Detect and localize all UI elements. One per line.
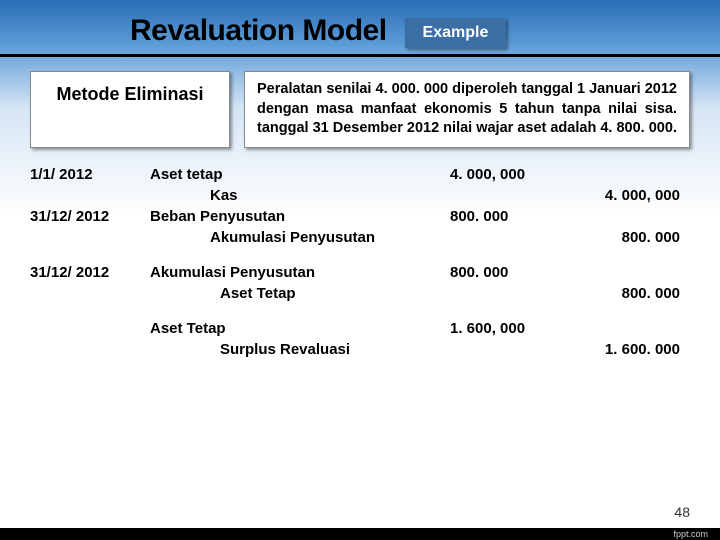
entry-account: Aset tetap xyxy=(150,166,450,183)
entry-debit: 800. 000 xyxy=(450,264,560,281)
entry-account: Beban Penyusutan xyxy=(150,208,450,225)
journal-row: Surplus Revaluasi 1. 600. 000 xyxy=(30,339,690,360)
journal-row: 31/12/ 2012Akumulasi Penyusutan800. 000 xyxy=(30,262,690,283)
entry-date: 31/12/ 2012 xyxy=(30,208,150,225)
footer-bar: fppt.com xyxy=(0,528,720,540)
journal-entries: 1/1/ 2012Aset tetap4. 000, 000Kas4. 000,… xyxy=(30,164,690,360)
journal-row: Aset Tetap1. 600, 000 xyxy=(30,318,690,339)
entry-debit: 4. 000, 000 xyxy=(450,166,560,183)
entry-account: Akumulasi Penyusutan xyxy=(150,264,450,281)
entry-credit: 800. 000 xyxy=(560,229,690,246)
description-box: Peralatan senilai 4. 000. 000 diperoleh … xyxy=(244,71,690,148)
entry-account: Surplus Revaluasi xyxy=(150,341,450,358)
method-box: Metode Eliminasi xyxy=(30,71,230,148)
entry-date: 1/1/ 2012 xyxy=(30,166,150,183)
page-number: 48 xyxy=(674,504,690,520)
entry-credit: 4. 000, 000 xyxy=(560,187,690,204)
entry-account: Aset Tetap xyxy=(150,285,450,302)
entry-account: Akumulasi Penyusutan xyxy=(150,229,450,246)
entry-account: Aset Tetap xyxy=(150,320,450,337)
example-badge: Example xyxy=(405,18,507,48)
entry-credit: 1. 600. 000 xyxy=(560,341,690,358)
journal-row: Akumulasi Penyusutan 800. 000 xyxy=(30,227,690,248)
entry-account: Kas xyxy=(150,187,450,204)
entry-date: 31/12/ 2012 xyxy=(30,264,150,281)
journal-row: Aset Tetap 800. 000 xyxy=(30,283,690,304)
entry-debit: 1. 600, 000 xyxy=(450,320,560,337)
title-divider xyxy=(0,54,720,57)
journal-row: Kas 4. 000, 000 xyxy=(30,185,690,206)
journal-row: 1/1/ 2012Aset tetap4. 000, 000 xyxy=(30,164,690,185)
journal-row: 31/12/ 2012Beban Penyusutan800. 000 xyxy=(30,206,690,227)
brand-label: fppt.com xyxy=(673,529,708,539)
page-title: Revaluation Model xyxy=(130,14,387,48)
entry-credit: 800. 000 xyxy=(560,285,690,302)
entry-debit: 800. 000 xyxy=(450,208,560,225)
